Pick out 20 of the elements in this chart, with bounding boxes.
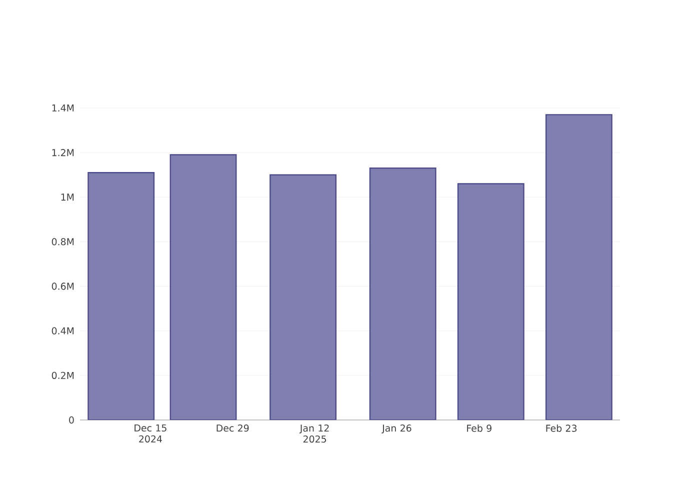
x-tick-label: Dec 15 2024	[134, 424, 166, 443]
x-tick-label: Jan 26	[382, 424, 412, 434]
y-tick-label: 0.6M	[52, 282, 74, 290]
y-tick-label: 0.4M	[52, 327, 74, 334]
y-tick-label: 1.2M	[52, 149, 74, 156]
y-tick-label: 1M	[61, 194, 74, 201]
y-tick-label: 0.8M	[52, 238, 74, 246]
bar	[457, 183, 524, 420]
y-tick-label: 0	[69, 416, 74, 424]
y-tick-label: 1.4M	[52, 104, 74, 112]
bar	[369, 168, 436, 420]
x-tick-label: Dec 29	[216, 424, 249, 432]
x-tick-label: Jan 12 2025	[299, 424, 329, 443]
x-tick-label: Feb 9	[467, 424, 492, 432]
x-tick-label: Feb 23	[546, 424, 577, 432]
bar	[545, 114, 612, 420]
y-tick-label: 0.2M	[52, 372, 74, 379]
bar	[170, 154, 237, 420]
bar	[88, 172, 155, 420]
bar	[270, 174, 337, 420]
